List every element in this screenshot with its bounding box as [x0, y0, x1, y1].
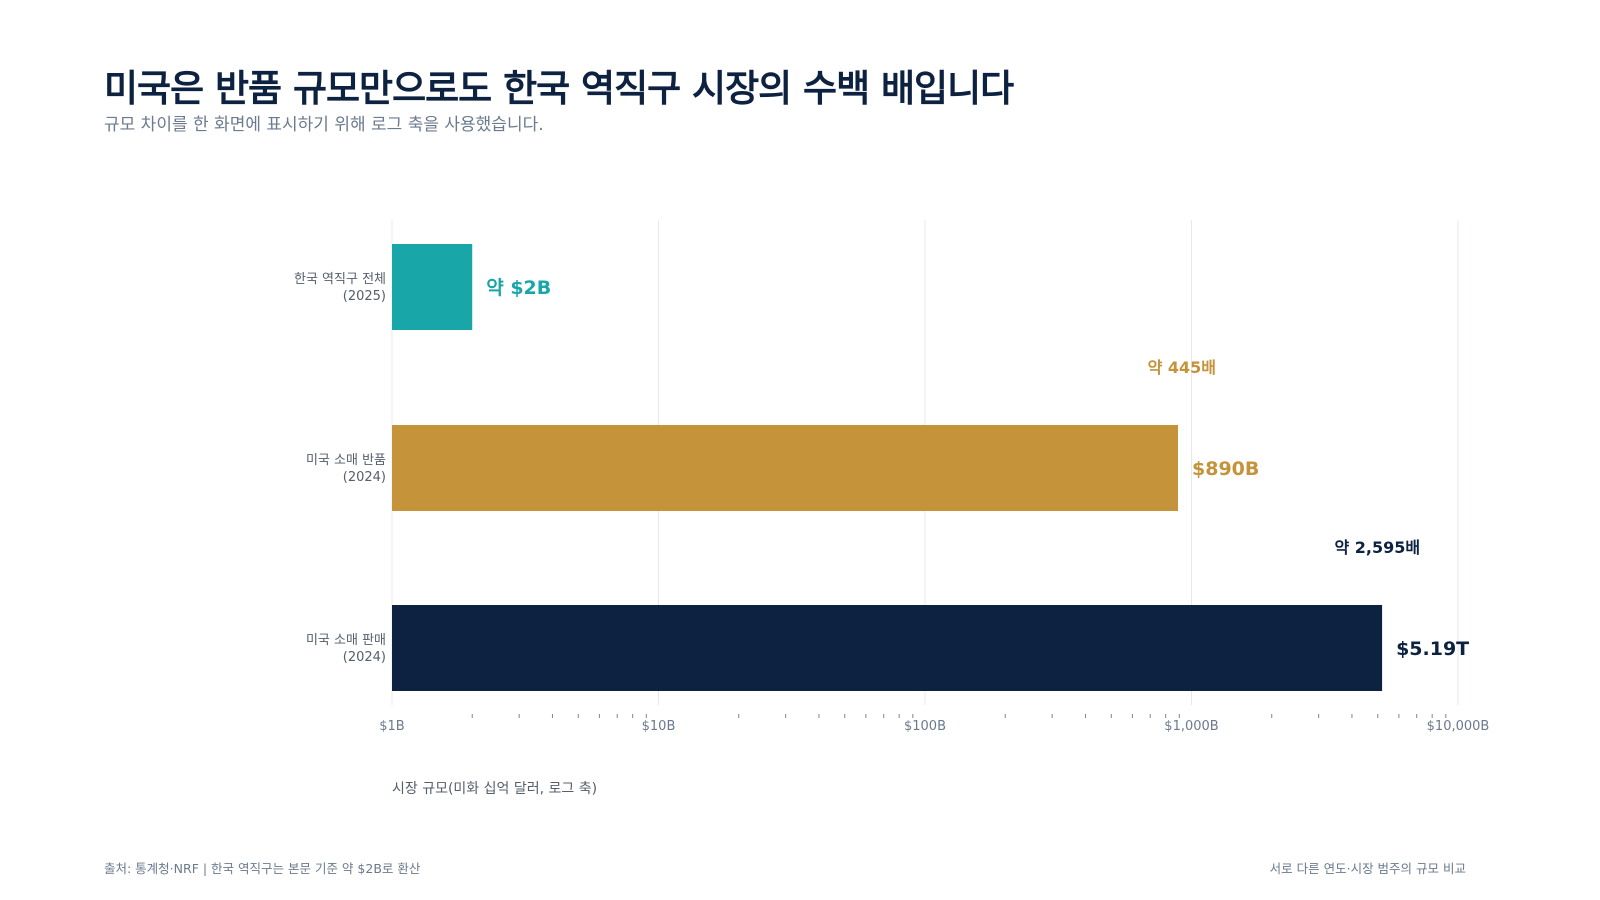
- x-tick-label: $10B: [642, 719, 676, 734]
- value-label: $5.19T: [1396, 638, 1469, 660]
- category-label: 한국 역직구 전체: [294, 272, 386, 287]
- category-label: 미국 소매 판매: [306, 633, 386, 648]
- x-tick-label: $10,000B: [1427, 719, 1490, 734]
- chart-title: 미국은 반품 규모만으로도 한국 역직구 시장의 수백 배입니다: [104, 67, 1014, 110]
- category-label: 미국 소매 반품: [306, 453, 386, 468]
- category-label-year: (2024): [343, 650, 386, 665]
- bar: [392, 244, 473, 330]
- bar: [392, 605, 1383, 691]
- ratio-annotation: 약 2,595배: [1334, 538, 1420, 557]
- x-tick-label: $1,000B: [1164, 719, 1218, 734]
- value-label: 약 $2B: [486, 277, 551, 299]
- value-label: $890B: [1192, 458, 1259, 480]
- ratio-annotation: 약 445배: [1148, 358, 1216, 377]
- chart-subtitle: 규모 차이를 한 화면에 표시하기 위해 로그 축을 사용했습니다.: [104, 115, 544, 135]
- bar: [392, 425, 1179, 511]
- source-note: 출처: 통계청·NRF | 한국 역직구는 본문 기준 약 $2B로 환산: [104, 861, 421, 876]
- x-tick-label: $100B: [904, 719, 946, 734]
- comparison-note: 서로 다른 연도·시장 범주의 규모 비교: [1269, 861, 1466, 876]
- x-axis-label: 시장 규모(미화 십억 달러, 로그 축): [392, 781, 597, 797]
- category-label-year: (2025): [343, 289, 386, 304]
- x-tick-label: $1B: [379, 719, 404, 734]
- category-label-year: (2024): [343, 470, 386, 485]
